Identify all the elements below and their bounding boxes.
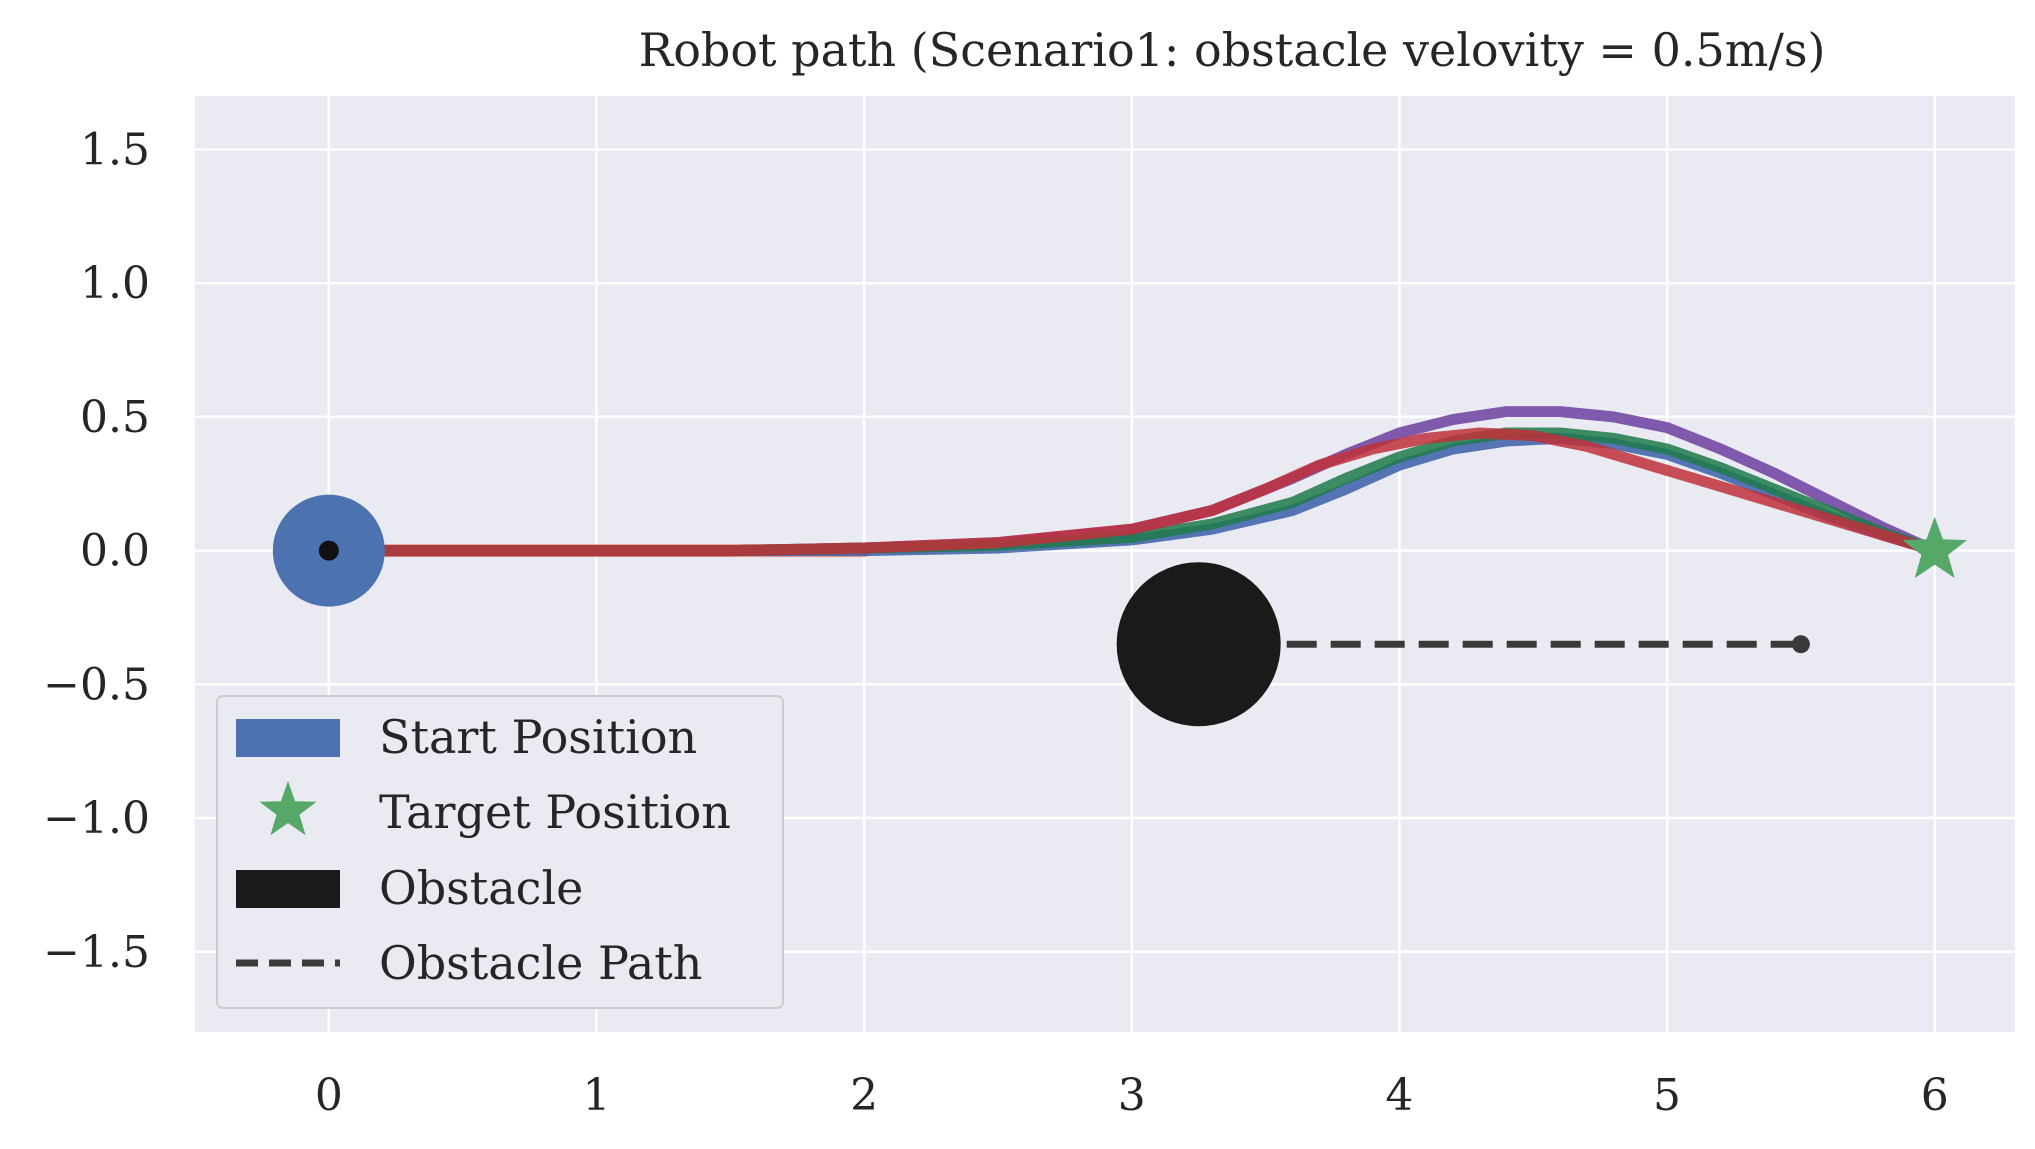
robot-path-line-4: [323, 427, 1941, 557]
legend-target-label: Target Position: [379, 785, 731, 839]
start-center-dot: [318, 540, 339, 561]
grid: [195, 96, 2015, 1032]
y-tick-label: −0.5: [43, 659, 150, 710]
obstacle-layer: [1116, 562, 1810, 727]
legend-target-star-icon: [259, 781, 317, 836]
legend-obstacle-label: Obstacle: [379, 861, 583, 915]
legend-obstacle-path-label: Obstacle Path: [379, 936, 702, 990]
x-tick-label: 0: [315, 1070, 343, 1121]
x-tick-label: 5: [1653, 1070, 1681, 1121]
y-tick-label: 0.5: [80, 392, 150, 443]
x-tick-label: 4: [1385, 1070, 1413, 1121]
y-tick-labels: 1.5 1.0 0.5 0.0 −0.5 −1.0 −1.5: [43, 124, 150, 977]
chart-title: Robot path (Scenario1: obstacle velovity…: [639, 23, 1826, 77]
legend-start-label: Start Position: [379, 710, 697, 764]
y-tick-label: −1.5: [43, 927, 150, 978]
y-tick-label: 1.5: [80, 124, 150, 175]
obstacle-path-end-point: [1791, 635, 1810, 654]
legend-start-swatch: [236, 719, 340, 757]
x-tick-label: 3: [1118, 1070, 1146, 1121]
y-tick-label: 0.0: [80, 526, 150, 577]
legend-box: [216, 695, 784, 1009]
x-tick-label: 6: [1921, 1070, 1949, 1121]
obstacle-circle: [1116, 562, 1281, 727]
target-position-star-icon: [1902, 516, 1967, 579]
x-tick-label: 2: [850, 1070, 878, 1121]
markers: [272, 494, 1967, 607]
legend: Start Position Target Position Obstacle …: [216, 695, 784, 1009]
x-tick-label: 1: [582, 1070, 610, 1121]
x-tick-labels: 0 1 2 3 4 5 6: [315, 1070, 1949, 1121]
y-tick-label: 1.0: [80, 258, 150, 309]
series-layer: [322, 406, 1941, 558]
legend-obstacle-swatch: [236, 870, 340, 908]
y-tick-label: −1.0: [43, 793, 150, 844]
